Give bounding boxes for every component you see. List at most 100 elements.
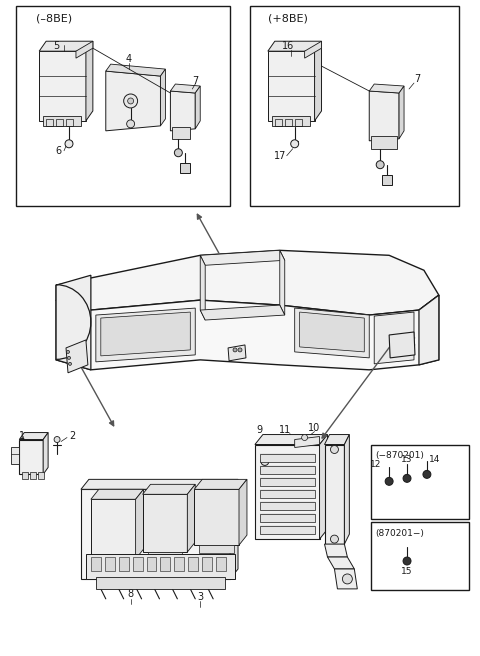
Circle shape <box>403 474 411 482</box>
Polygon shape <box>170 91 195 131</box>
Polygon shape <box>56 251 439 315</box>
Polygon shape <box>295 308 369 358</box>
Circle shape <box>68 356 71 359</box>
Polygon shape <box>369 91 399 141</box>
Text: 8: 8 <box>128 589 134 599</box>
Polygon shape <box>324 434 349 445</box>
Polygon shape <box>180 163 190 173</box>
Bar <box>371 445 468 519</box>
Polygon shape <box>202 557 212 571</box>
Circle shape <box>342 574 352 584</box>
Polygon shape <box>143 494 187 552</box>
Polygon shape <box>260 514 314 522</box>
Circle shape <box>127 120 134 128</box>
Text: 7: 7 <box>414 74 420 84</box>
Bar <box>371 522 468 590</box>
Text: 4: 4 <box>126 54 132 64</box>
Polygon shape <box>91 489 144 499</box>
Polygon shape <box>199 545 234 553</box>
Bar <box>250 7 459 205</box>
Circle shape <box>65 140 73 148</box>
Circle shape <box>291 140 299 148</box>
Polygon shape <box>66 340 88 373</box>
Polygon shape <box>280 251 285 315</box>
Text: 2: 2 <box>69 430 75 441</box>
Polygon shape <box>320 434 327 539</box>
Polygon shape <box>300 312 364 352</box>
Circle shape <box>385 478 393 485</box>
Polygon shape <box>314 41 322 121</box>
Polygon shape <box>96 577 225 589</box>
Polygon shape <box>195 86 200 129</box>
Polygon shape <box>187 484 195 552</box>
Text: 7: 7 <box>192 76 198 86</box>
Polygon shape <box>260 466 314 474</box>
Bar <box>400 328 404 332</box>
Polygon shape <box>239 480 247 545</box>
Polygon shape <box>305 41 322 58</box>
Polygon shape <box>147 552 182 560</box>
Polygon shape <box>272 116 310 126</box>
Polygon shape <box>230 480 238 579</box>
Polygon shape <box>56 276 91 370</box>
Polygon shape <box>146 557 156 571</box>
Polygon shape <box>174 557 184 571</box>
Polygon shape <box>399 86 404 139</box>
Polygon shape <box>194 489 239 545</box>
Text: 11: 11 <box>278 424 291 434</box>
Polygon shape <box>96 308 195 362</box>
Polygon shape <box>119 557 129 571</box>
Polygon shape <box>260 478 314 486</box>
Polygon shape <box>268 51 314 121</box>
Bar <box>66 119 73 126</box>
Polygon shape <box>324 445 344 544</box>
Circle shape <box>67 350 70 354</box>
Circle shape <box>128 98 133 104</box>
Circle shape <box>301 434 308 441</box>
Bar <box>285 119 292 126</box>
Polygon shape <box>194 480 247 489</box>
Circle shape <box>261 457 269 465</box>
Polygon shape <box>106 64 166 76</box>
Polygon shape <box>160 557 170 571</box>
Polygon shape <box>86 41 93 121</box>
Polygon shape <box>255 434 327 445</box>
Text: 12: 12 <box>370 460 381 469</box>
Polygon shape <box>86 554 235 579</box>
Polygon shape <box>43 116 81 126</box>
Text: 5: 5 <box>53 41 59 51</box>
Polygon shape <box>43 432 48 474</box>
Bar <box>406 328 410 332</box>
Polygon shape <box>160 69 166 126</box>
Text: 9: 9 <box>257 424 263 434</box>
Polygon shape <box>19 432 48 440</box>
Polygon shape <box>81 489 230 579</box>
Circle shape <box>54 436 60 443</box>
Text: 1: 1 <box>19 430 25 441</box>
Text: 13: 13 <box>401 455 413 464</box>
Bar <box>56 119 63 126</box>
Polygon shape <box>268 41 322 51</box>
Polygon shape <box>96 559 131 567</box>
Circle shape <box>403 557 411 565</box>
Circle shape <box>174 149 182 157</box>
Polygon shape <box>216 557 226 571</box>
Polygon shape <box>260 490 314 499</box>
Text: (−870201): (−870201) <box>375 451 424 461</box>
Polygon shape <box>39 51 86 121</box>
Polygon shape <box>260 455 314 462</box>
Text: 10: 10 <box>309 422 321 432</box>
Polygon shape <box>327 557 354 569</box>
Polygon shape <box>200 305 285 320</box>
Polygon shape <box>374 312 414 364</box>
Bar <box>295 119 301 126</box>
Text: 15: 15 <box>401 567 413 577</box>
Polygon shape <box>136 489 144 559</box>
Polygon shape <box>143 484 195 494</box>
Polygon shape <box>200 251 285 265</box>
Polygon shape <box>295 436 320 447</box>
Polygon shape <box>324 544 348 557</box>
Circle shape <box>69 362 72 365</box>
Text: (+8BE): (+8BE) <box>268 13 308 24</box>
Polygon shape <box>200 255 205 320</box>
